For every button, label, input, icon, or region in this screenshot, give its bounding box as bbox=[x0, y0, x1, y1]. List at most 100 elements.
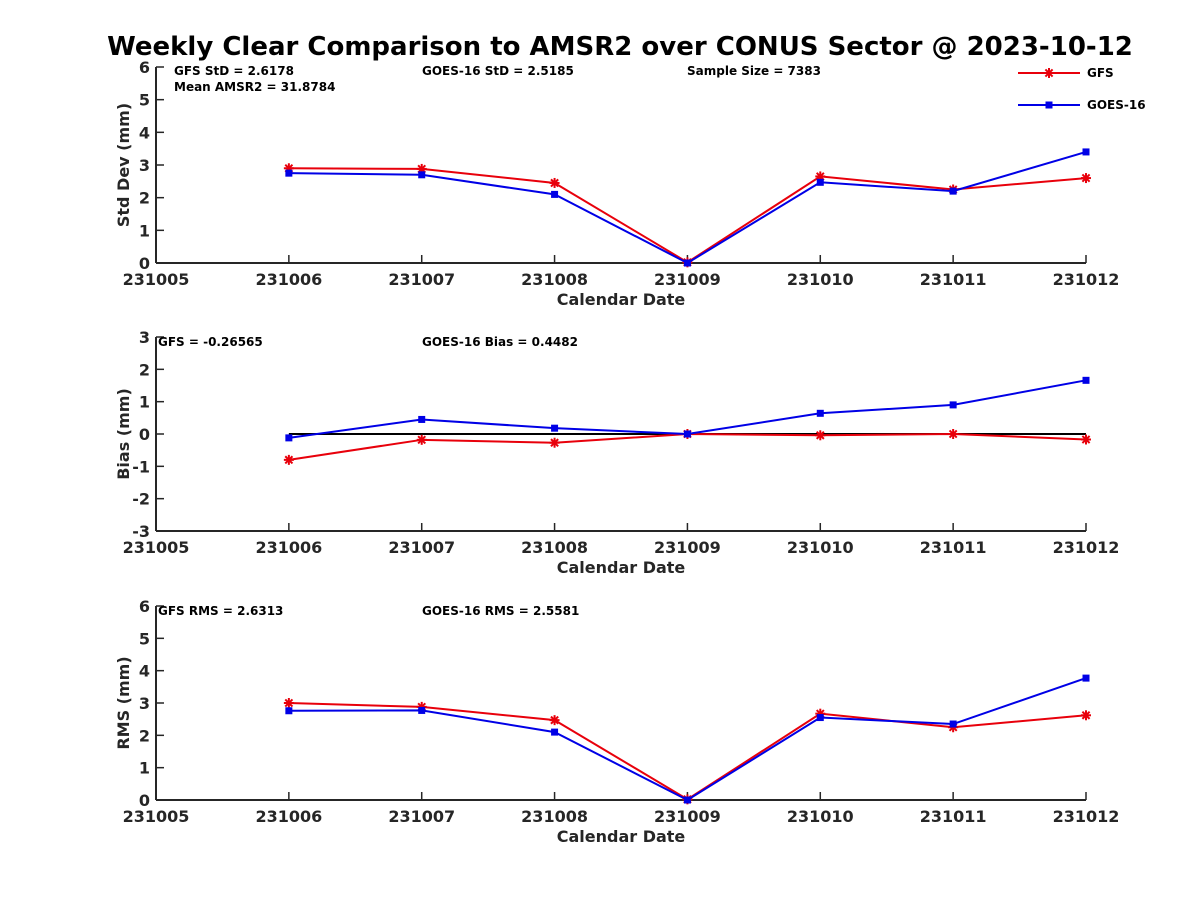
y-tick-label: -2 bbox=[132, 490, 150, 509]
y-tick-label: 5 bbox=[139, 91, 150, 110]
legend-label: GFS bbox=[1087, 66, 1114, 80]
data-point bbox=[283, 698, 294, 708]
y-tick-label: 2 bbox=[139, 189, 150, 208]
data-point bbox=[1082, 376, 1090, 384]
y-tick-label: 3 bbox=[139, 156, 150, 175]
series-line bbox=[288, 677, 1087, 802]
x-tick-label: 231007 bbox=[388, 538, 455, 557]
x-tick-label: 231006 bbox=[255, 270, 322, 289]
series-gfs bbox=[283, 163, 1091, 268]
data-point bbox=[815, 430, 826, 441]
x-tick-label: 231008 bbox=[521, 270, 588, 289]
x-tick-label: 231011 bbox=[920, 807, 987, 826]
data-point bbox=[948, 429, 959, 439]
y-tick-label: -1 bbox=[132, 457, 150, 476]
y-tick-label: 3 bbox=[139, 328, 150, 347]
data-point bbox=[418, 706, 426, 714]
x-tick-label: 231012 bbox=[1053, 538, 1120, 557]
series-line bbox=[288, 702, 1087, 801]
data-point bbox=[1082, 674, 1090, 682]
series-line bbox=[288, 167, 1087, 264]
x-tick-label: 231008 bbox=[521, 538, 588, 557]
panel-1: 0 1 2 3 4 5 6 231005 231006 231007 231008 231009 231… bbox=[114, 58, 1119, 309]
y-axis-label: Bias (mm) bbox=[114, 388, 133, 480]
y-axis-label: RMS (mm) bbox=[114, 656, 133, 749]
chart-title: Weekly Clear Comparison to AMSR2 over CO… bbox=[107, 32, 1133, 62]
x-tick-label: 231007 bbox=[388, 807, 455, 826]
data-point bbox=[549, 177, 560, 188]
x-tick-label: 231005 bbox=[123, 538, 190, 557]
stat-annotation: GOES-16 RMS = 2.5581 bbox=[422, 604, 579, 618]
y-tick-label: 2 bbox=[139, 360, 150, 379]
data-point bbox=[551, 424, 559, 432]
legend-entry-goes-16: GOES-16 bbox=[1018, 98, 1146, 112]
data-point bbox=[418, 415, 426, 423]
data-point bbox=[551, 190, 559, 198]
y-tick-label: 1 bbox=[139, 393, 150, 412]
x-tick-label: 231009 bbox=[654, 270, 721, 289]
x-tick-label: 231010 bbox=[787, 270, 854, 289]
data-point bbox=[683, 796, 691, 804]
x-axis-label: Calendar Date bbox=[557, 290, 686, 309]
series-goes-16 bbox=[285, 376, 1090, 442]
legend-marker bbox=[1045, 101, 1053, 109]
x-tick-label: 231010 bbox=[787, 538, 854, 557]
y-axis-label: Std Dev (mm) bbox=[114, 103, 133, 227]
series-gfs bbox=[283, 698, 1091, 805]
data-point bbox=[416, 434, 427, 445]
data-point bbox=[816, 714, 824, 722]
legend-entry-gfs: GFS bbox=[1018, 66, 1114, 80]
y-tick-label: 5 bbox=[139, 629, 150, 648]
data-point bbox=[549, 715, 560, 726]
data-point bbox=[949, 720, 957, 728]
y-tick-label: 6 bbox=[139, 58, 150, 77]
stat-annotation: Sample Size = 7383 bbox=[687, 64, 821, 78]
x-tick-label: 231011 bbox=[920, 538, 987, 557]
stat-annotation: GFS = -0.26565 bbox=[158, 335, 263, 349]
data-point bbox=[285, 707, 293, 715]
stat-annotation: Mean AMSR2 = 31.8784 bbox=[174, 80, 335, 94]
data-point bbox=[683, 430, 691, 438]
data-point bbox=[285, 434, 293, 442]
x-tick-label: 231006 bbox=[255, 807, 322, 826]
legend: GFS GOES-16 bbox=[1018, 66, 1146, 112]
y-tick-label: 0 bbox=[139, 791, 150, 810]
y-tick-label: 1 bbox=[139, 759, 150, 778]
data-point bbox=[551, 728, 559, 736]
stat-annotation: GOES-16 Bias = 0.4482 bbox=[422, 335, 578, 349]
data-point bbox=[816, 178, 824, 186]
y-tick-label: 4 bbox=[139, 123, 150, 142]
data-point bbox=[683, 259, 691, 267]
x-tick-label: 231008 bbox=[521, 807, 588, 826]
stat-annotation: GFS StD = 2.6178 bbox=[174, 64, 294, 78]
y-tick-label: 6 bbox=[139, 597, 150, 616]
x-tick-label: 231012 bbox=[1053, 807, 1120, 826]
data-point bbox=[1081, 434, 1091, 445]
legend-marker bbox=[1044, 68, 1054, 78]
data-point bbox=[949, 187, 957, 195]
x-tick-label: 231005 bbox=[123, 270, 190, 289]
stat-annotation: GFS RMS = 2.6313 bbox=[158, 604, 283, 618]
data-point bbox=[418, 171, 426, 179]
x-tick-label: 231009 bbox=[654, 807, 721, 826]
stat-annotation: GOES-16 StD = 2.5185 bbox=[422, 64, 574, 78]
data-point bbox=[949, 401, 957, 409]
data-point bbox=[1081, 173, 1091, 184]
x-axis-label: Calendar Date bbox=[557, 827, 686, 846]
data-point bbox=[285, 169, 293, 177]
x-axis-label: Calendar Date bbox=[557, 558, 686, 577]
data-point bbox=[1082, 148, 1090, 156]
x-tick-label: 231007 bbox=[388, 270, 455, 289]
data-point bbox=[549, 437, 560, 448]
x-tick-label: 231006 bbox=[255, 538, 322, 557]
y-tick-label: 0 bbox=[139, 254, 150, 273]
series-goes-16 bbox=[285, 148, 1090, 267]
series-goes-16 bbox=[285, 674, 1090, 804]
data-point bbox=[816, 409, 824, 417]
x-tick-label: 231005 bbox=[123, 807, 190, 826]
data-point bbox=[283, 454, 294, 465]
legend-label: GOES-16 bbox=[1087, 98, 1146, 112]
x-tick-label: 231011 bbox=[920, 270, 987, 289]
